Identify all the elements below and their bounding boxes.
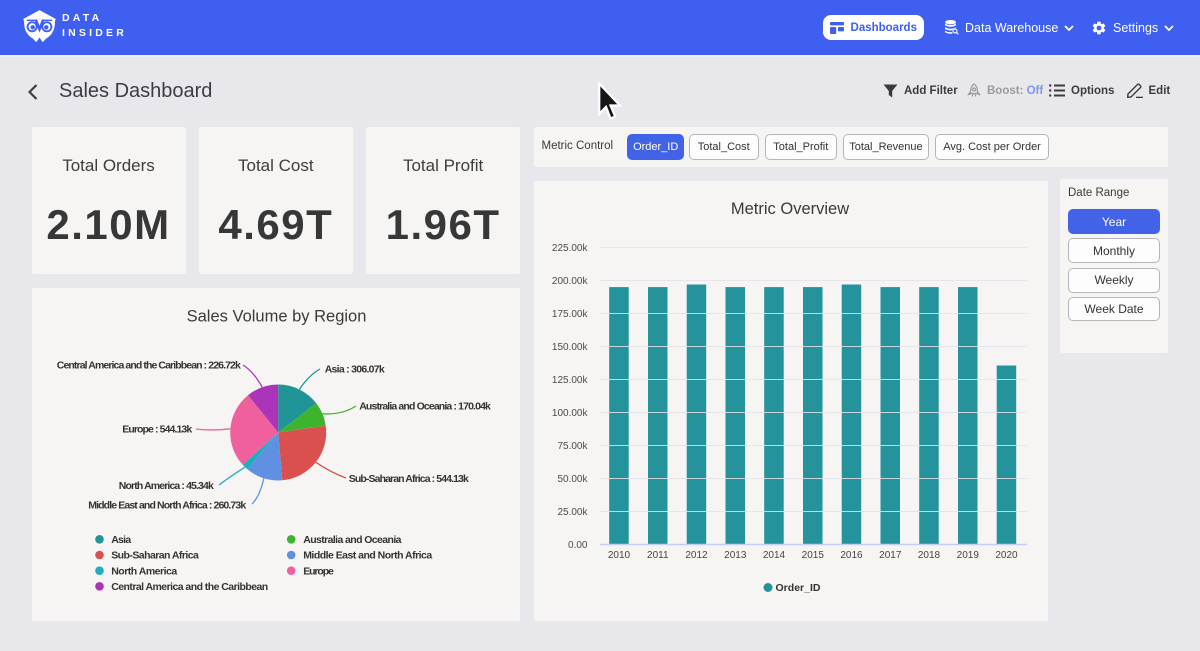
- svg-text:2010: 2010: [608, 550, 631, 561]
- svg-text:Order_ID: Order_ID: [776, 582, 821, 594]
- svg-text:175.00k: 175.00k: [552, 309, 589, 320]
- svg-text:Asia : 306.07k: Asia : 306.07k: [324, 363, 384, 375]
- svg-text:Central America and the Caribb: Central America and the Caribbean: [111, 581, 268, 593]
- svg-text:2015: 2015: [802, 550, 825, 561]
- svg-text:Middle East and North Africa :: Middle East and North Africa : 260.73k: [88, 499, 246, 511]
- svg-text:Central America and the Caribb: Central America and the Caribbean : 226.…: [56, 359, 240, 371]
- svg-text:Sales Volume by Region: Sales Volume by Region: [186, 308, 366, 326]
- svg-text:Sub-Saharan Africa: Sub-Saharan Africa: [111, 550, 199, 562]
- svg-text:Metric Overview: Metric Overview: [731, 200, 849, 218]
- svg-text:North America : 45.34k: North America : 45.34k: [118, 480, 213, 492]
- svg-text:225.00k: 225.00k: [552, 243, 589, 254]
- svg-text:Asia: Asia: [111, 534, 131, 546]
- svg-text:Australia and Oceania: Australia and Oceania: [303, 534, 401, 546]
- svg-text:2019: 2019: [957, 550, 980, 561]
- svg-text:25.00k: 25.00k: [557, 507, 588, 518]
- svg-text:200.00k: 200.00k: [552, 276, 589, 287]
- svg-text:2013: 2013: [724, 550, 747, 561]
- svg-text:Sub-Saharan Africa : 544.13k: Sub-Saharan Africa : 544.13k: [348, 473, 468, 485]
- svg-text:0.00: 0.00: [568, 540, 588, 551]
- svg-text:North America: North America: [111, 565, 177, 577]
- svg-text:2011: 2011: [647, 550, 669, 561]
- svg-text:Europe: Europe: [303, 565, 334, 577]
- svg-text:Europe : 544.13k: Europe : 544.13k: [122, 424, 192, 436]
- svg-text:50.00k: 50.00k: [557, 474, 588, 485]
- svg-text:125.00k: 125.00k: [552, 375, 589, 386]
- svg-text:2016: 2016: [840, 550, 863, 561]
- svg-text:150.00k: 150.00k: [552, 342, 589, 353]
- svg-text:2018: 2018: [918, 550, 941, 561]
- svg-text:2014: 2014: [763, 550, 786, 561]
- svg-text:2012: 2012: [685, 550, 708, 561]
- svg-text:Middle East and North Africa: Middle East and North Africa: [303, 550, 432, 562]
- svg-text:2020: 2020: [995, 550, 1018, 561]
- svg-text:2017: 2017: [879, 550, 902, 561]
- svg-text:Australia and Oceania : 170.04: Australia and Oceania : 170.04k: [359, 400, 491, 412]
- svg-text:100.00k: 100.00k: [552, 408, 589, 419]
- svg-text:75.00k: 75.00k: [557, 441, 588, 452]
